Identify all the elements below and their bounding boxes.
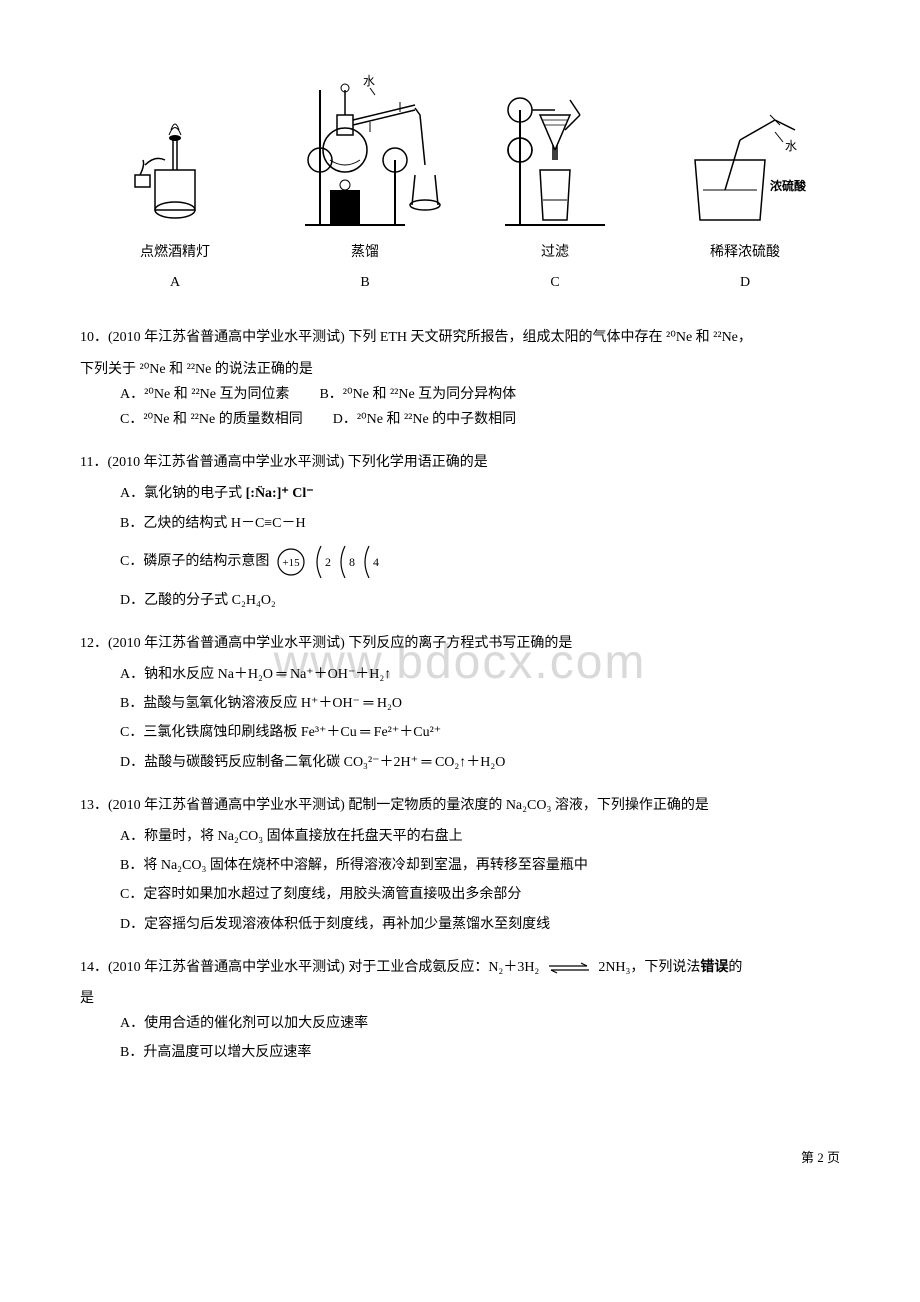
figures-row: 水 xyxy=(80,60,840,230)
question-13: 13．(2010 年江苏省普通高中学业水平测试) 配制一定物质的量浓度的 Na₂… xyxy=(80,793,840,937)
q10-header2: 下列关于 ²⁰Ne 和 ²²Ne 的说法正确的是 xyxy=(80,357,840,382)
q12-opt-c: C．三氯化铁腐蚀印刷线路板 Fe³⁺＋Cu ═ Fe²⁺＋Cu²⁺ xyxy=(120,720,840,745)
q13-header: 13．(2010 年江苏省普通高中学业水平测试) 配制一定物质的量浓度的 Na₂… xyxy=(80,793,840,818)
question-12: 12．(2010 年江苏省普通高中学业水平测试) 下列反应的离子方程式书写正确的… xyxy=(80,631,840,775)
q11-opt-c-prefix: C．磷原子的结构示意图 xyxy=(120,554,273,569)
q14-header-post: 2NH₃，下列说法 xyxy=(598,960,700,975)
q11-opt-d: D．乙酸的分子式 C₂H₄O₂ xyxy=(120,588,840,613)
water-label-b: 水 xyxy=(363,74,375,88)
q10-opt-c: C．²⁰Ne 和 ²²Ne 的质量数相同 xyxy=(120,407,303,432)
q14-header-bold: 错误 xyxy=(700,960,728,975)
figure-b: 水 xyxy=(270,60,460,230)
letters-row: A B C D xyxy=(80,270,840,295)
q10-opt-b: B．²⁰Ne 和 ²²Ne 互为同分异构体 xyxy=(319,382,516,407)
figure-d: 水 浓硫酸 xyxy=(650,80,840,230)
q14-header-end: 的 xyxy=(728,960,742,975)
captions-row: 点燃酒精灯 蒸馏 过滤 稀释浓硫酸 xyxy=(80,240,840,265)
figure-a-svg xyxy=(125,80,225,230)
question-14: 14．(2010 年江苏省普通高中学业水平测试) 对于工业合成氨反应：N₂＋3H… xyxy=(80,955,840,1066)
page-content: 水 xyxy=(80,60,840,1169)
letter-d: D xyxy=(650,270,840,295)
q10-header: 10．(2010 年江苏省普通高中学业水平测试) 下列 ETH 天文研究所报告，… xyxy=(80,325,840,350)
figure-a xyxy=(80,80,270,230)
acid-label-d: 浓硫酸 xyxy=(770,178,807,193)
caption-a: 点燃酒精灯 xyxy=(80,240,270,265)
q11-header: 11．(2010 年江苏省普通高中学业水平测试) 下列化学用语正确的是 xyxy=(80,450,840,475)
equilibrium-arrow-icon xyxy=(547,962,591,974)
q12-opt-b: B．盐酸与氢氧化钠溶液反应 H⁺＋OH⁻ ═ H₂O xyxy=(120,691,840,716)
q11-opt-a-formula: [:N̈a:]⁺ Cl⁻ xyxy=(246,486,314,501)
q11-opt-a-prefix: A．氯化钠的电子式 xyxy=(120,486,246,501)
q11-opt-b: B．乙炔的结构式 H－C≡C－H xyxy=(120,511,840,536)
atom-core: +15 xyxy=(282,557,300,569)
q14-opt-a: A．使用合适的催化剂可以加大反应速率 xyxy=(120,1011,840,1036)
question-11: 11．(2010 年江苏省普通高中学业水平测试) 下列化学用语正确的是 A．氯化… xyxy=(80,450,840,613)
letter-c: C xyxy=(460,270,650,295)
q13-opt-d: D．定容摇匀后发现溶液体积低于刻度线，再补加少量蒸馏水至刻度线 xyxy=(120,912,840,937)
figure-c xyxy=(460,60,650,230)
atom-diagram-icon: +15 2 8 4 xyxy=(273,540,383,584)
water-label-d: 水 xyxy=(785,139,797,153)
letter-a: A xyxy=(80,270,270,295)
q12-header: 12．(2010 年江苏省普通高中学业水平测试) 下列反应的离子方程式书写正确的… xyxy=(80,631,840,656)
atom-shell-3: 4 xyxy=(373,555,379,569)
q12-opt-a: A．钠和水反应 Na＋H₂O ═ Na⁺＋OH⁻＋H₂↑ xyxy=(120,662,840,687)
q12-opt-d: D．盐酸与碳酸钙反应制备二氧化碳 CO₃²⁻＋2H⁺ ═ CO₂↑＋H₂O xyxy=(120,750,840,775)
q14-header: 14．(2010 年江苏省普通高中学业水平测试) 对于工业合成氨反应：N₂＋3H… xyxy=(80,955,840,980)
q14-header2: 是 xyxy=(80,986,840,1011)
figure-b-svg: 水 xyxy=(285,60,445,230)
q13-opt-b: B．将 Na₂CO₃ 固体在烧杯中溶解，所得溶液冷却到室温，再转移至容量瓶中 xyxy=(120,853,840,878)
caption-b: 蒸馏 xyxy=(270,240,460,265)
letter-b: B xyxy=(270,270,460,295)
q14-opt-b: B．升高温度可以增大反应速率 xyxy=(120,1040,840,1065)
caption-c: 过滤 xyxy=(460,240,650,265)
page-number: 第 2 页 xyxy=(80,1146,840,1169)
atom-shell-1: 2 xyxy=(325,555,331,569)
q11-opt-c: C．磷原子的结构示意图 +15 2 8 4 xyxy=(120,540,840,584)
q11-opt-a: A．氯化钠的电子式 [:N̈a:]⁺ Cl⁻ xyxy=(120,481,840,506)
q13-opt-a: A．称量时，将 Na₂CO₃ 固体直接放在托盘天平的右盘上 xyxy=(120,824,840,849)
q10-opt-a: A．²⁰Ne 和 ²²Ne 互为同位素 xyxy=(120,382,289,407)
q10-opt-d: D．²⁰Ne 和 ²²Ne 的中子数相同 xyxy=(333,407,516,432)
caption-d: 稀释浓硫酸 xyxy=(650,240,840,265)
q14-header-pre: 14．(2010 年江苏省普通高中学业水平测试) 对于工业合成氨反应：N₂＋3H… xyxy=(80,960,543,975)
figure-c-svg xyxy=(495,60,615,230)
q13-opt-c: C．定容时如果加水超过了刻度线，用胶头滴管直接吸出多余部分 xyxy=(120,882,840,907)
atom-shell-2: 8 xyxy=(349,555,355,569)
question-10: 10．(2010 年江苏省普通高中学业水平测试) 下列 ETH 天文研究所报告，… xyxy=(80,325,840,432)
figure-d-svg: 水 浓硫酸 xyxy=(675,80,815,230)
